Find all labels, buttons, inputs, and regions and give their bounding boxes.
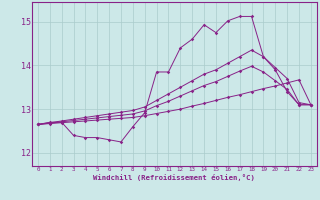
X-axis label: Windchill (Refroidissement éolien,°C): Windchill (Refroidissement éolien,°C) — [93, 174, 255, 181]
